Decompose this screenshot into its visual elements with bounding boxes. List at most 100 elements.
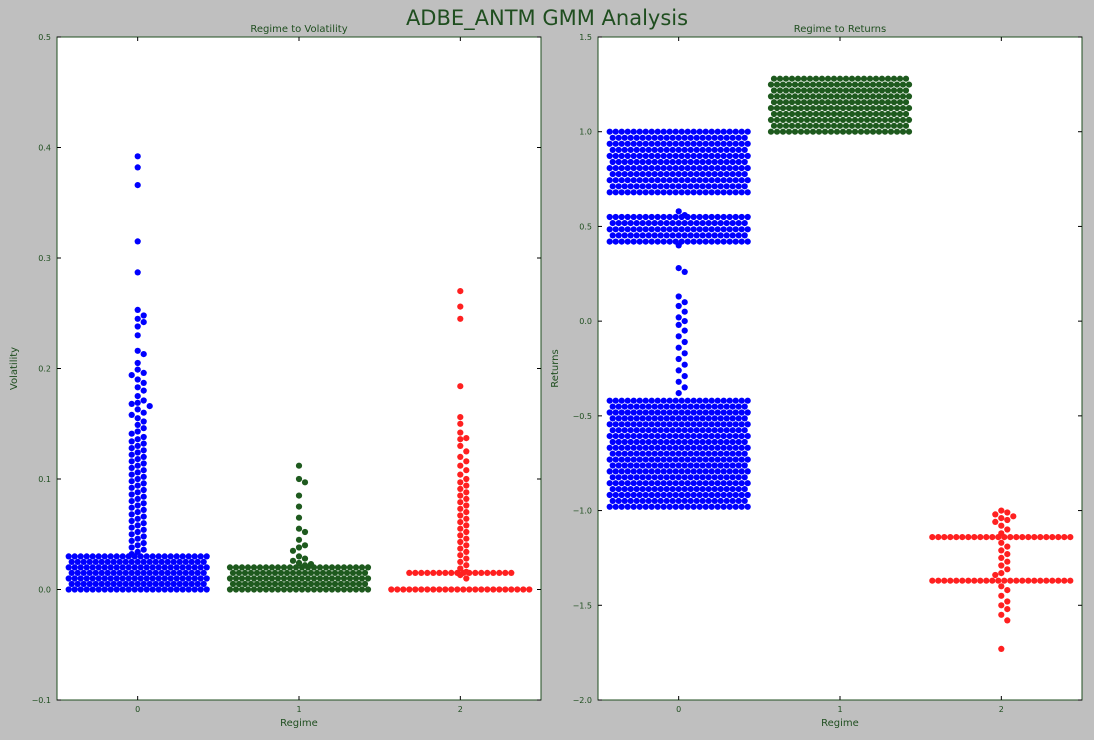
data-point (173, 586, 180, 593)
data-point (648, 226, 655, 233)
data-point (869, 105, 877, 112)
data-point (325, 569, 333, 577)
data-point (669, 450, 676, 457)
data-point (176, 580, 183, 588)
data-point (791, 93, 799, 100)
data-point (699, 415, 706, 422)
data-point (463, 489, 470, 496)
data-point (633, 220, 640, 227)
data-point (696, 456, 703, 463)
data-point (155, 575, 162, 582)
data-point (875, 128, 883, 135)
data-point (98, 580, 105, 588)
data-point (244, 586, 252, 593)
data-point (672, 480, 679, 487)
data-point (681, 158, 688, 166)
data-point (621, 220, 628, 227)
data-point (717, 403, 724, 410)
data-point (788, 122, 796, 129)
data-point (863, 116, 871, 123)
data-point (618, 397, 625, 404)
data-point (179, 586, 186, 593)
data-point (1004, 526, 1011, 533)
data-point (735, 158, 742, 166)
data-point (848, 122, 856, 129)
series-regime-1 (226, 462, 372, 593)
data-point (959, 534, 966, 541)
data-point (779, 81, 787, 88)
data-point (101, 564, 108, 571)
data-point (875, 81, 883, 88)
data-point (627, 438, 634, 446)
data-point (711, 171, 718, 178)
data-point (708, 409, 715, 416)
data-point (711, 146, 718, 153)
data-point (134, 306, 141, 313)
data-point (788, 87, 796, 94)
data-point (250, 586, 258, 593)
data-point (316, 564, 324, 571)
data-point (735, 220, 742, 227)
x-tick-label: 2 (999, 705, 1004, 714)
data-point (708, 433, 715, 440)
data-point (705, 134, 712, 141)
data-point (128, 451, 135, 458)
data-point (815, 93, 823, 100)
data-point (878, 87, 886, 94)
data-point (806, 110, 814, 118)
data-point (744, 397, 751, 404)
data-point (358, 564, 366, 571)
data-point (1049, 577, 1056, 584)
data-point (666, 480, 673, 487)
data-point (134, 347, 141, 354)
data-point (690, 480, 697, 487)
data-point (301, 580, 309, 588)
data-point (824, 122, 832, 129)
data-point (161, 586, 168, 593)
data-point (624, 480, 631, 487)
data-point (896, 75, 904, 82)
chart-title: Regime to Returns (794, 24, 886, 35)
data-point (648, 433, 655, 440)
data-point (770, 122, 778, 129)
data-point (720, 238, 727, 245)
data-point (738, 409, 745, 416)
data-point (675, 134, 682, 141)
data-point (337, 580, 345, 588)
data-point (690, 165, 697, 172)
data-point (346, 564, 354, 571)
data-point (271, 580, 279, 588)
data-point (878, 110, 886, 118)
data-point (612, 456, 619, 463)
data-point (194, 558, 201, 566)
data-point (633, 183, 640, 190)
data-point (642, 177, 649, 184)
data-point (884, 122, 892, 129)
data-point (80, 580, 87, 588)
data-point (463, 548, 470, 556)
data-point (642, 128, 649, 135)
data-point (717, 474, 724, 481)
data-point (672, 165, 679, 172)
data-point (896, 99, 904, 106)
data-point (134, 442, 141, 449)
data-point (630, 213, 637, 221)
data-point (80, 558, 87, 566)
data-point (325, 580, 333, 588)
data-point (1067, 577, 1074, 584)
data-point (699, 474, 706, 481)
data-point (134, 508, 141, 516)
data-point (430, 586, 437, 593)
data-point (164, 558, 171, 566)
data-point (340, 575, 348, 582)
data-point (708, 397, 715, 404)
data-point (726, 397, 733, 404)
data-point (785, 105, 793, 112)
data-point (128, 524, 135, 531)
data-point (140, 453, 147, 460)
data-point (651, 415, 658, 422)
data-point (618, 213, 625, 221)
data-point (654, 238, 661, 245)
data-point (678, 433, 685, 440)
data-point (744, 491, 751, 499)
